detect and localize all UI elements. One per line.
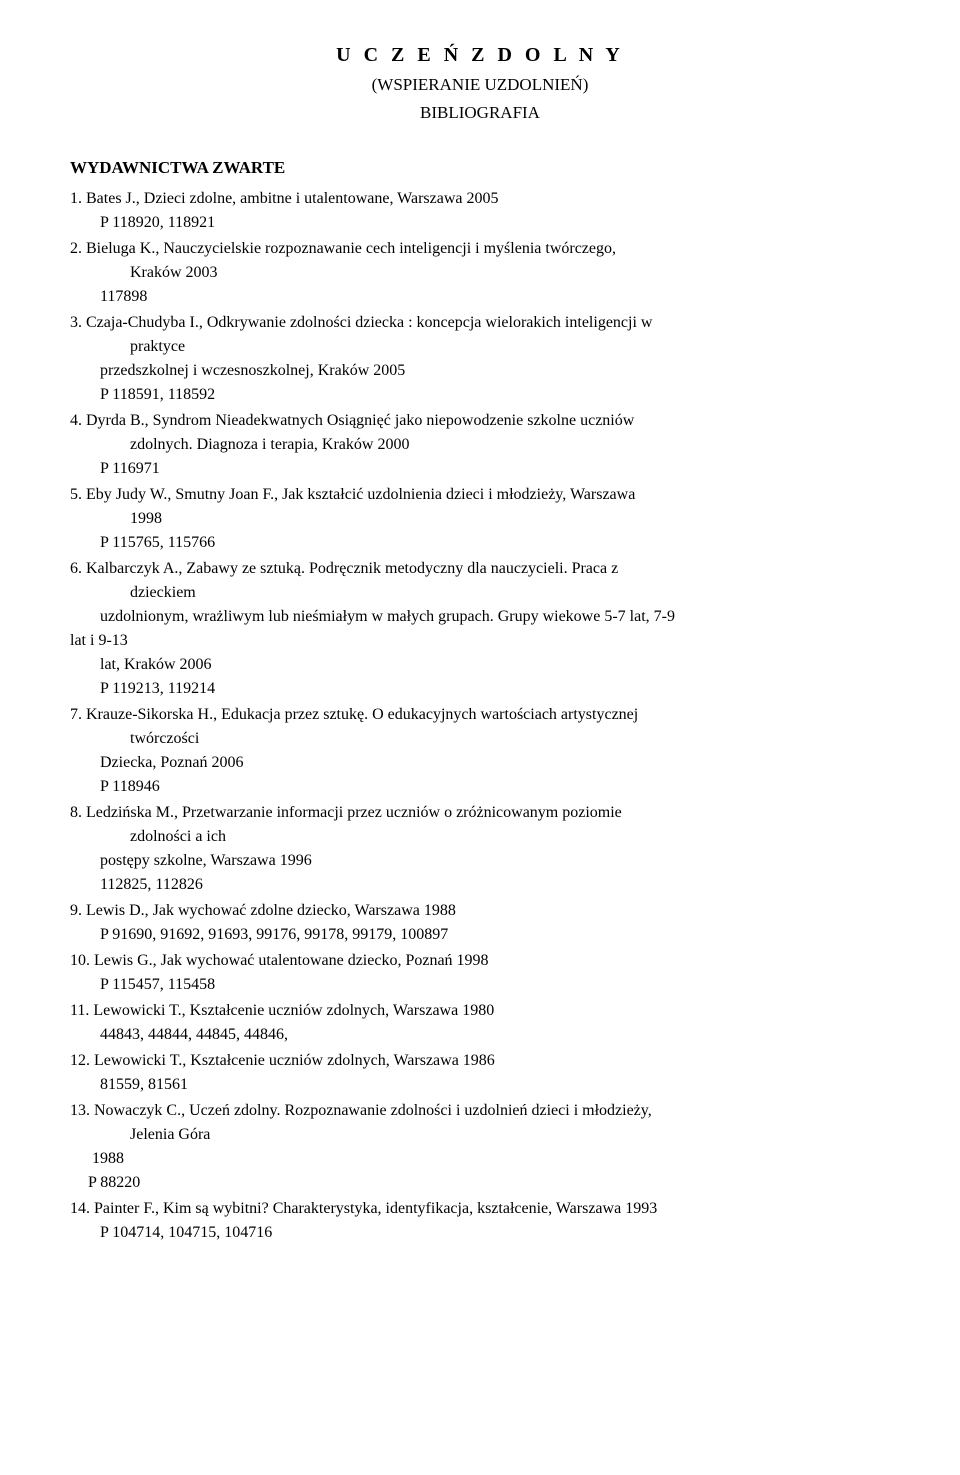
bibliography-entry: 13. Nowaczyk C., Uczeń zdolny. Rozpoznaw… bbox=[70, 1099, 890, 1195]
entry-code: P 118946 bbox=[70, 775, 890, 799]
bibliography-entry: 10. Lewis G., Jak wychować utalentowane … bbox=[70, 949, 890, 997]
entry-code: P 115765, 115766 bbox=[70, 531, 890, 555]
entry-number: 8. bbox=[70, 804, 82, 821]
entry-code: P 104714, 104715, 104716 bbox=[70, 1221, 890, 1245]
entry-code: P 118920, 118921 bbox=[70, 211, 890, 235]
entry-number: 7. bbox=[70, 706, 82, 723]
title-biblio: BIBLIOGRAFIA bbox=[70, 100, 890, 126]
bibliography-entry: 5. Eby Judy W., Smutny Joan F., Jak kszt… bbox=[70, 483, 890, 555]
entry-indent: praktyce bbox=[70, 335, 890, 359]
entry-code: P 115457, 115458 bbox=[70, 973, 890, 997]
entry-number: 9. bbox=[70, 902, 82, 919]
entry-continuation: postępy szkolne, Warszawa 1996 bbox=[70, 849, 890, 873]
bibliography-entry: 3. Czaja-Chudyba I., Odkrywanie zdolnośc… bbox=[70, 311, 890, 407]
entry-text: Kalbarczyk A., Zabawy ze sztuką. Podręcz… bbox=[86, 560, 618, 577]
entry-text: Bates J., Dzieci zdolne, ambitne i utale… bbox=[86, 190, 499, 207]
bibliography-entry: 4. Dyrda B., Syndrom Nieadekwatnych Osią… bbox=[70, 409, 890, 481]
entry-text: Lewowicki T., Kształcenie uczniów zdolny… bbox=[94, 1052, 495, 1069]
bibliography-entry: 2. Bieluga K., Nauczycielskie rozpoznawa… bbox=[70, 237, 890, 309]
entry-year: 1988 bbox=[70, 1147, 890, 1171]
title-main: U C Z E Ń Z D O L N Y bbox=[70, 40, 890, 70]
bibliography-entry: 11. Lewowicki T., Kształcenie uczniów zd… bbox=[70, 999, 890, 1047]
entry-number: 13. bbox=[70, 1102, 90, 1119]
entry-indent: zdolnych. Diagnoza i terapia, Kraków 200… bbox=[70, 433, 890, 457]
entry-continuation: Dziecka, Poznań 2006 bbox=[70, 751, 890, 775]
entry-code: P 119213, 119214 bbox=[70, 677, 890, 701]
entry-text: Nowaczyk C., Uczeń zdolny. Rozpoznawanie… bbox=[94, 1102, 652, 1119]
entry-code: 44843, 44844, 44845, 44846, bbox=[70, 1023, 890, 1047]
bibliography-entry: 14. Painter F., Kim są wybitni? Charakte… bbox=[70, 1197, 890, 1245]
bibliography-entry: 6. Kalbarczyk A., Zabawy ze sztuką. Podr… bbox=[70, 557, 890, 701]
entry-number: 10. bbox=[70, 952, 90, 969]
entry-code: 81559, 81561 bbox=[70, 1073, 890, 1097]
entry-continuation: uzdolnionym, wrażliwym lub nieśmiałym w … bbox=[70, 605, 890, 629]
entry-text: Painter F., Kim są wybitni? Charakteryst… bbox=[94, 1200, 657, 1217]
entry-code: 112825, 112826 bbox=[70, 873, 890, 897]
entry-indent: Kraków 2003 bbox=[70, 261, 890, 285]
entry-number: 6. bbox=[70, 560, 82, 577]
entry-text: Czaja-Chudyba I., Odkrywanie zdolności d… bbox=[86, 314, 652, 331]
entry-code: P 91690, 91692, 91693, 99176, 99178, 991… bbox=[70, 923, 890, 947]
entry-indent: dzieckiem bbox=[70, 581, 890, 605]
entry-text: Dyrda B., Syndrom Nieadekwatnych Osiągni… bbox=[86, 412, 634, 429]
entry-number: 11. bbox=[70, 1002, 89, 1019]
entry-indent: Jelenia Góra bbox=[70, 1123, 890, 1147]
entry-number: 14. bbox=[70, 1200, 90, 1217]
entry-number: 2. bbox=[70, 240, 82, 257]
entry-number: 5. bbox=[70, 486, 82, 503]
entry-text: Lewis D., Jak wychować zdolne dziecko, W… bbox=[86, 902, 456, 919]
entry-number: 1. bbox=[70, 190, 82, 207]
bibliography-entry: 12. Lewowicki T., Kształcenie uczniów zd… bbox=[70, 1049, 890, 1097]
bibliography-entry: 8. Ledzińska M., Przetwarzanie informacj… bbox=[70, 801, 890, 897]
entry-text: Lewowicki T., Kształcenie uczniów zdolny… bbox=[93, 1002, 494, 1019]
entry-indent: 1998 bbox=[70, 507, 890, 531]
entry-text: Eby Judy W., Smutny Joan F., Jak kształc… bbox=[86, 486, 635, 503]
entry-text: Lewis G., Jak wychować utalentowane dzie… bbox=[94, 952, 489, 969]
title-sub: (WSPIERANIE UZDOLNIEŃ) bbox=[70, 72, 890, 98]
entry-code: P 88220 bbox=[70, 1171, 890, 1195]
entry-continuation: lat, Kraków 2006 bbox=[70, 653, 890, 677]
entry-indent: twórczości bbox=[70, 727, 890, 751]
entry-text: Krauze-Sikorska H., Edukacja przez sztuk… bbox=[86, 706, 638, 723]
section-header: WYDAWNICTWA ZWARTE bbox=[70, 155, 890, 181]
entry-continuation: lat i 9-13 bbox=[70, 629, 890, 653]
entry-code: 117898 bbox=[70, 285, 890, 309]
entry-continuation: przedszkolnej i wczesnoszkolnej, Kraków … bbox=[70, 359, 890, 383]
entry-number: 12. bbox=[70, 1052, 90, 1069]
bibliography-entry: 9. Lewis D., Jak wychować zdolne dziecko… bbox=[70, 899, 890, 947]
bibliography-entry: 7. Krauze-Sikorska H., Edukacja przez sz… bbox=[70, 703, 890, 799]
entry-indent: zdolności a ich bbox=[70, 825, 890, 849]
entry-code: P 118591, 118592 bbox=[70, 383, 890, 407]
bibliography-entry: 1. Bates J., Dzieci zdolne, ambitne i ut… bbox=[70, 187, 890, 235]
entry-text: Bieluga K., Nauczycielskie rozpoznawanie… bbox=[86, 240, 616, 257]
entry-number: 3. bbox=[70, 314, 82, 331]
entry-number: 4. bbox=[70, 412, 82, 429]
entry-code: P 116971 bbox=[70, 457, 890, 481]
entry-text: Ledzińska M., Przetwarzanie informacji p… bbox=[86, 804, 622, 821]
